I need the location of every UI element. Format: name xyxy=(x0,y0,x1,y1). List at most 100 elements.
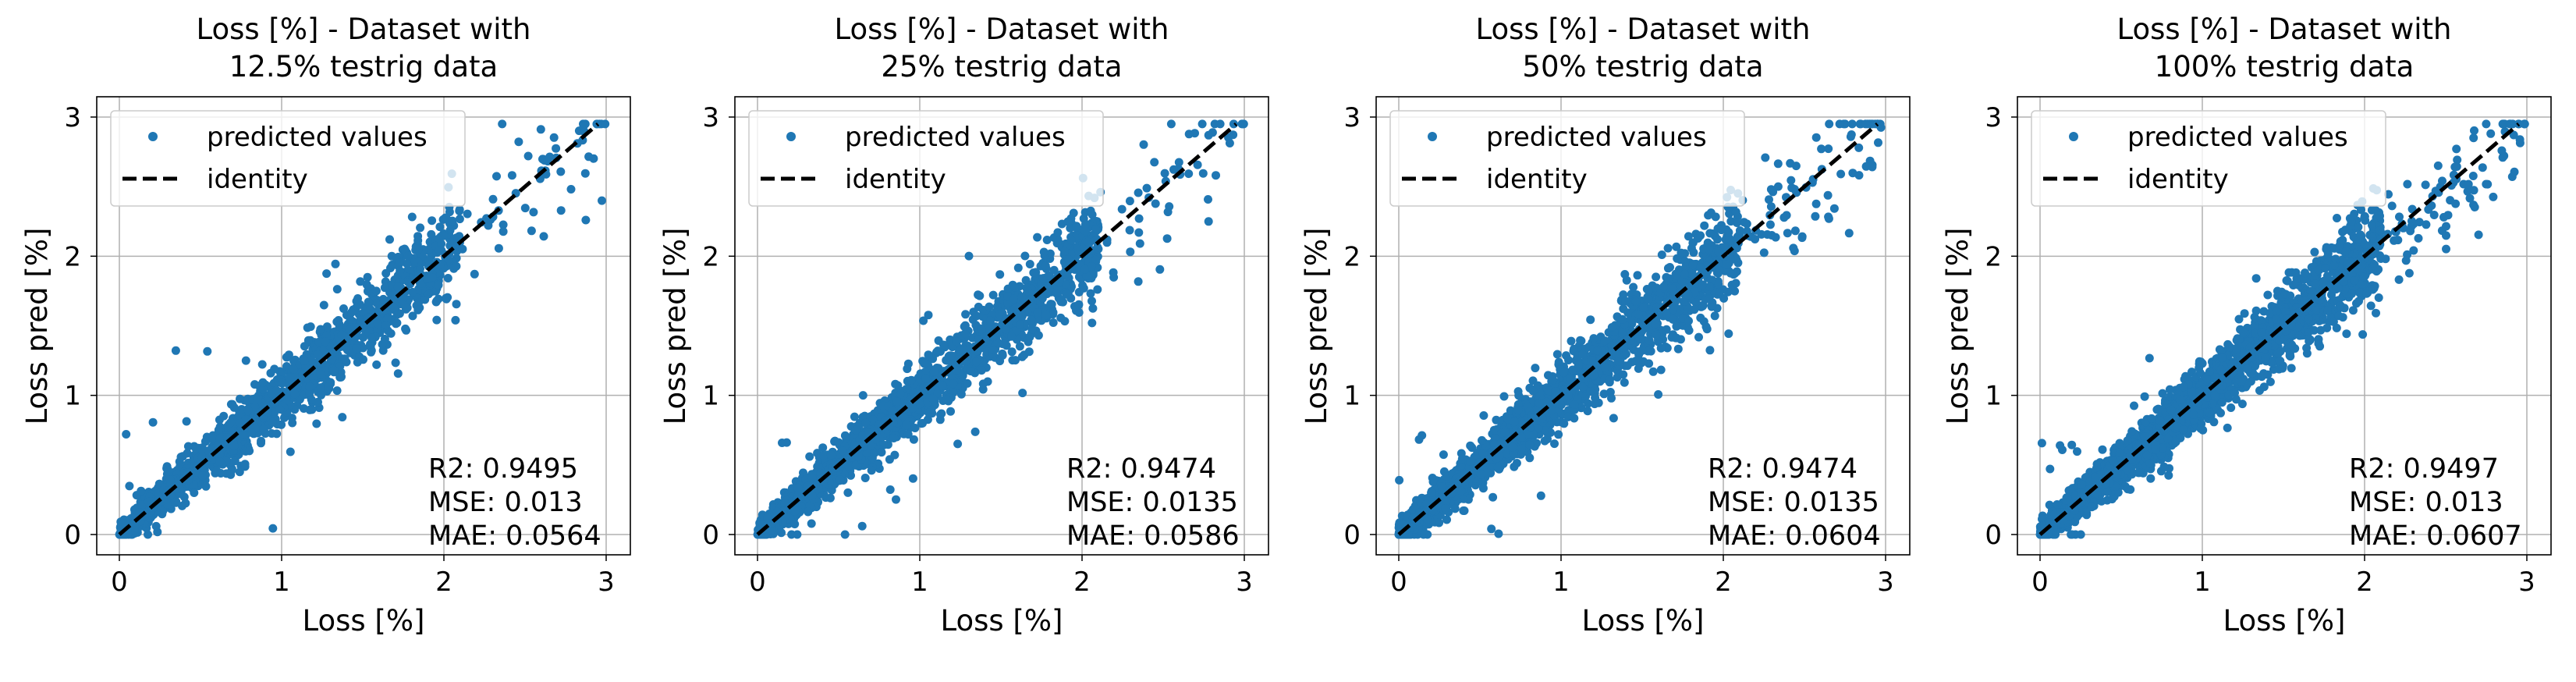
scatter-point xyxy=(198,471,207,480)
scatter-point xyxy=(1002,325,1010,334)
scatter-point xyxy=(1053,228,1062,236)
scatter-point xyxy=(852,426,860,435)
scatter-point xyxy=(1084,237,1092,246)
scatter-point xyxy=(192,444,200,453)
scatter-point xyxy=(921,375,930,383)
scatter-point xyxy=(1011,356,1020,364)
scatter-point xyxy=(550,133,559,142)
scatter-point xyxy=(939,381,947,389)
scatter-point xyxy=(907,376,916,385)
scatter-point xyxy=(432,316,441,325)
scatter-point xyxy=(335,373,344,382)
scatter-point xyxy=(305,382,314,391)
stats-text: MAE: 0.0564 xyxy=(428,520,601,552)
scatter-point xyxy=(498,119,506,128)
scatter-point xyxy=(1791,226,1800,235)
scatter-point xyxy=(285,373,293,382)
scatter-point xyxy=(889,434,898,442)
scatter-point xyxy=(423,275,431,283)
scatter-point xyxy=(928,395,937,403)
scatter-point xyxy=(285,350,293,359)
scatter-point xyxy=(259,425,268,434)
scatter-point xyxy=(965,252,974,261)
scatter-point xyxy=(374,319,382,328)
scatter-point xyxy=(1143,184,1151,193)
scatter-point xyxy=(804,508,812,517)
scatter-point xyxy=(499,227,508,236)
scatter-point xyxy=(886,485,895,494)
scatter-point xyxy=(1080,284,1088,293)
x-tick-label: 1 xyxy=(273,567,290,598)
scatter-point xyxy=(580,122,588,130)
scatter-point xyxy=(337,331,346,339)
scatter-point xyxy=(408,213,417,222)
scatter-point xyxy=(1529,376,1538,385)
scatter-point xyxy=(949,379,957,388)
scatter-point xyxy=(521,204,530,212)
scatter-point xyxy=(183,417,191,426)
x-tick-label: 2 xyxy=(1073,567,1091,598)
x-tick-label: 0 xyxy=(111,567,128,598)
scatter-point xyxy=(978,366,986,375)
scatter-point xyxy=(314,350,322,359)
scatter-point xyxy=(1087,289,1095,298)
scatter-point xyxy=(904,360,913,368)
scatter-point xyxy=(1088,318,1096,327)
scatter-point xyxy=(1163,234,1172,243)
scatter-point xyxy=(172,346,180,355)
scatter-point xyxy=(1161,169,1169,178)
scatter-point xyxy=(245,446,254,455)
scatter-point xyxy=(267,369,275,378)
scatter-point xyxy=(1026,260,1034,268)
x-axis-label: Loss [%] xyxy=(303,604,425,638)
scatter-point xyxy=(989,291,998,300)
scatter-point xyxy=(356,277,364,286)
scatter-point xyxy=(1043,236,1052,244)
scatter-point xyxy=(424,290,433,299)
scatter-point xyxy=(247,428,256,437)
scatter-point xyxy=(322,269,331,278)
scatter-point xyxy=(1167,119,1176,128)
scatter-point xyxy=(1017,293,1026,301)
scatter-point xyxy=(953,439,962,448)
scatter-point xyxy=(435,281,443,289)
scatter-point xyxy=(963,379,972,388)
scatter-point xyxy=(1395,476,1403,485)
scatter-point xyxy=(1034,331,1043,339)
scatter-point xyxy=(1027,316,1035,325)
scatter-point xyxy=(304,336,313,345)
scatter-point xyxy=(1088,297,1096,305)
scatter-point xyxy=(556,168,565,176)
scatter-point xyxy=(149,418,158,427)
scatter-point xyxy=(1510,463,1518,471)
chart-title-line1: Loss [%] - Dataset with xyxy=(1476,12,1811,46)
legend-label-predicted: predicted values xyxy=(845,122,1066,153)
x-tick-label: 0 xyxy=(1390,567,1407,598)
scatter-point xyxy=(164,466,172,474)
scatter-point xyxy=(321,337,329,346)
x-tick-label: 3 xyxy=(1877,567,1894,598)
scatter-point xyxy=(529,208,538,216)
scatter-point xyxy=(403,251,412,260)
y-tick-label: 1 xyxy=(702,381,719,412)
scatter-point xyxy=(1063,218,1072,226)
scatter-point xyxy=(841,531,850,539)
scatter-point xyxy=(1072,222,1080,231)
scatter-point xyxy=(861,474,870,482)
scatter-point xyxy=(1812,200,1821,208)
scatter-point xyxy=(202,482,211,491)
scatter-point xyxy=(1046,300,1055,308)
scatter-point xyxy=(442,294,450,303)
scatter-point xyxy=(1007,332,1016,341)
stats-text: MAE: 0.0586 xyxy=(1066,520,1240,552)
scatter-point xyxy=(777,528,786,537)
scatter-point xyxy=(598,197,606,205)
y-tick-label: 1 xyxy=(1343,381,1361,412)
scatter-point xyxy=(1081,220,1090,229)
scatter-point xyxy=(235,407,243,415)
scatter-point xyxy=(226,471,235,479)
